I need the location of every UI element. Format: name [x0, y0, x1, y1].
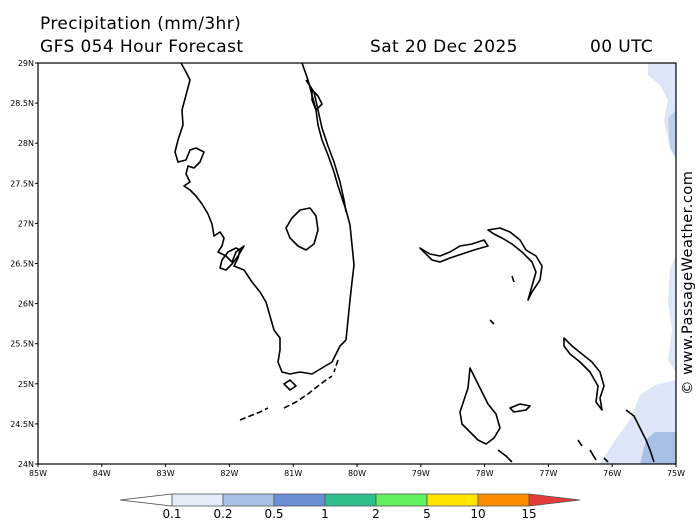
legend-label: 1 — [321, 507, 329, 521]
bimini — [489, 275, 515, 325]
legend-swatch — [222, 493, 275, 507]
lat-label: 29N — [18, 59, 34, 68]
new-providence — [509, 403, 531, 413]
eleuthera — [563, 337, 605, 411]
florida-west-coast — [174, 62, 347, 375]
coastlines — [174, 62, 655, 463]
legend-label: 0.5 — [264, 507, 283, 521]
forecast-model: GFS 054 Hour Forecast — [40, 37, 244, 57]
legend-label: 10 — [470, 507, 485, 521]
lon-label: 77W — [539, 469, 557, 478]
legend-swatch — [477, 493, 530, 507]
lon-label: 78W — [476, 469, 494, 478]
legend-label: 0.2 — [213, 507, 232, 521]
lat-label: 25N — [18, 380, 34, 389]
latitude-axis: 29N 28.5N 28N 27.5N 27N 26.5N 26N 25.5N 25N 24.5N… — [10, 59, 38, 469]
grand-bahama — [419, 239, 489, 263]
lon-label: 80W — [348, 469, 366, 478]
andros-island — [459, 367, 501, 445]
lon-label: 84W — [93, 469, 111, 478]
lat-label: 28N — [18, 139, 34, 148]
legend-swatch — [375, 493, 428, 507]
precip-area-east — [668, 255, 676, 372]
keys-cape — [283, 379, 297, 391]
lat-label: 24N — [18, 460, 34, 469]
lat-label: 25.5N — [10, 340, 34, 349]
legend-arrow-low — [119, 493, 173, 507]
lat-label: 26.5N — [10, 260, 34, 269]
exuma-chain — [577, 439, 609, 463]
precip-area-northeast — [648, 63, 676, 160]
florida-lagoon — [311, 89, 323, 111]
map-title: Precipitation (mm/3hr) — [40, 14, 242, 34]
lon-label: 75W — [667, 469, 685, 478]
map-frame — [37, 62, 677, 465]
abaco-islands — [487, 227, 543, 301]
precip-area-northeast-core — [668, 110, 676, 158]
precip-legend: 0.1 0.2 0.5 1 2 5 10 15 — [119, 493, 581, 521]
forecast-time: 00 UTC — [590, 37, 654, 57]
legend-label: 15 — [521, 507, 536, 521]
lon-label: 82W — [220, 469, 238, 478]
lat-label: 27N — [18, 219, 34, 228]
longitude-axis: 85W 84W 83W 82W 81W 80W 79W 78W 77W 76W 75W — [29, 464, 685, 478]
lat-label: 27.5N — [10, 179, 34, 188]
andros-south — [497, 449, 513, 463]
precip-area-southeast-core — [640, 432, 676, 464]
florida-barrier-island — [305, 79, 347, 213]
legend-swatch — [273, 493, 326, 507]
legend-arrow-high — [528, 493, 581, 507]
forecast-date: Sat 20 Dec 2025 — [370, 37, 518, 57]
lat-label: 24.5N — [10, 420, 34, 429]
legend-label: 5 — [423, 507, 431, 521]
florida-east-coast — [301, 62, 355, 341]
lon-label: 81W — [284, 469, 302, 478]
long-island — [625, 409, 655, 463]
precip-areas — [600, 63, 676, 464]
lon-label: 76W — [603, 469, 621, 478]
legend-swatch — [426, 493, 479, 507]
lake-okeechobee — [285, 207, 319, 251]
legend-label: 0.1 — [162, 507, 181, 521]
lon-label: 85W — [29, 469, 47, 478]
lon-label: 83W — [157, 469, 175, 478]
florida-keys — [239, 359, 339, 421]
legend-swatch — [324, 493, 377, 507]
lat-label: 26N — [18, 300, 34, 309]
lon-label: 79W — [412, 469, 430, 478]
legend-swatch — [171, 493, 224, 507]
lat-label: 28.5N — [10, 99, 34, 108]
legend-label: 2 — [372, 507, 380, 521]
